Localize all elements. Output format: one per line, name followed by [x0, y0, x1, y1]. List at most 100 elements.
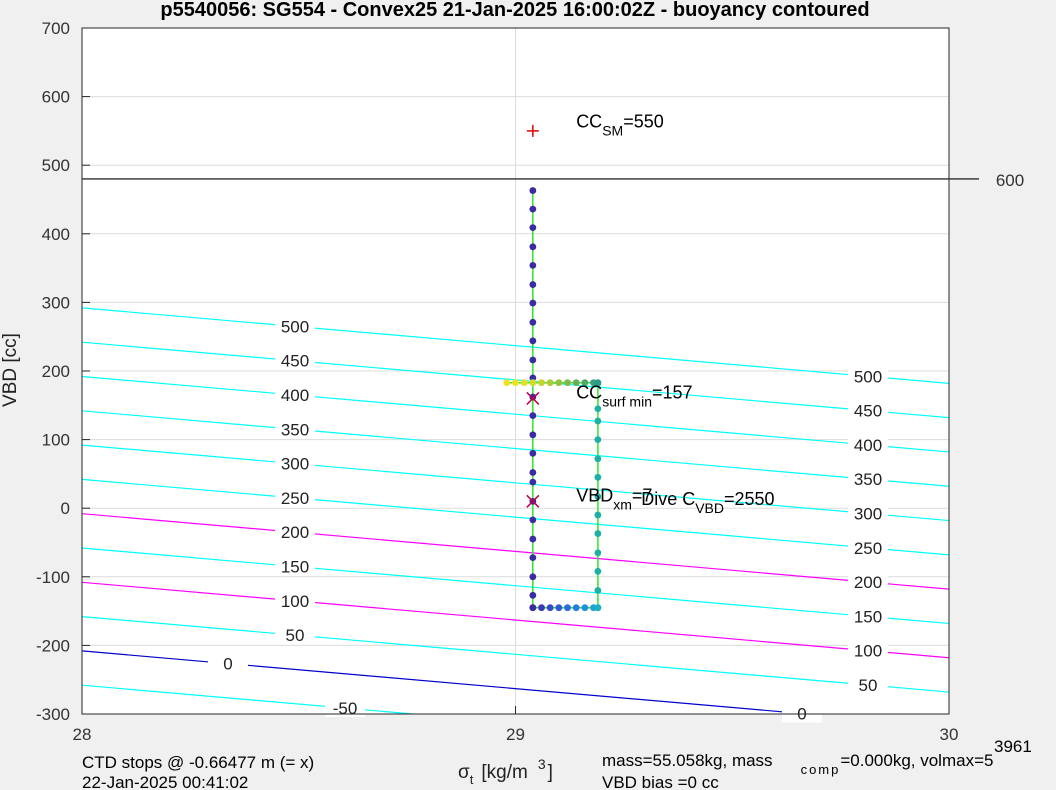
contour-label-right-bg: [848, 365, 888, 386]
reference-line-label: 600: [996, 171, 1024, 190]
data-point-bottom: [594, 604, 602, 612]
contour-line-200: [82, 513, 949, 590]
contour-label-left: -50: [333, 699, 358, 718]
contour-label-left: 50: [286, 626, 305, 645]
annotation-value: =550: [623, 111, 664, 131]
vbd-bias-text: VBD bias =0 cc: [602, 773, 719, 790]
marker-x: [526, 494, 540, 508]
data-point-surface: [594, 379, 602, 387]
contour-label-right: 300: [854, 504, 882, 523]
contour-label-left: 0: [223, 655, 232, 674]
data-point-climb: [594, 587, 602, 594]
contour-label-left-bg: [275, 589, 315, 610]
data-point-dive: [529, 205, 537, 213]
contour-line-50: [82, 615, 949, 693]
annotation-main: CC: [576, 111, 602, 131]
contour-label-left-bg: [275, 486, 315, 507]
annotation-vbd: VBDxm=7: [576, 485, 652, 512]
contour-label-right-bg: [848, 399, 888, 420]
x-axis-label: σt [kg/m 3]: [458, 756, 553, 787]
contour-label-right-bg: [848, 536, 888, 557]
ctd-date-text: 22-Jan-2025 00:41:02: [82, 773, 248, 790]
contour-label-right: 50: [859, 676, 878, 695]
data-point-dive: [529, 318, 537, 326]
contour-label-right-bg: [848, 605, 888, 626]
ctd-stops-text: CTD stops @ -0.66477 m (= x): [82, 753, 314, 772]
data-point-dive: [529, 261, 537, 269]
annotation-main: CC: [576, 382, 602, 402]
contour-line-250: [82, 478, 949, 556]
annotation-sub: SM: [602, 122, 623, 138]
contour-label-left-bg: [208, 652, 248, 673]
data-point-dive: [529, 224, 537, 232]
contour-label-right: 350: [854, 470, 882, 489]
contour-label-left-bg: [325, 697, 365, 718]
contour-line-150: [82, 547, 949, 625]
contour-label-left-bg: [275, 418, 315, 439]
x-axis-label-unit-sup: 3: [538, 756, 546, 772]
y-tick-label: 300: [42, 293, 70, 312]
data-point-dive: [529, 412, 537, 419]
data-point-bottom: [546, 604, 554, 612]
data-point-surface: [529, 379, 537, 387]
y-tick-label: 0: [61, 499, 70, 518]
data-point-dive: [529, 243, 537, 251]
contour-label-right: 500: [854, 367, 882, 386]
contour-label-right-bg: [848, 571, 888, 592]
contour-label-right: 400: [854, 436, 882, 455]
data-point-dive: [529, 281, 537, 288]
data-point-dive: [529, 393, 537, 401]
contour-line-100: [82, 581, 949, 659]
chart-title: p5540056: SG554 - Convex25 21-Jan-2025 1…: [160, 0, 869, 21]
annotation-cc: CCSM=550: [576, 111, 664, 138]
x-axis-label-symbol: σ: [458, 762, 470, 783]
contour-label-left: 400: [281, 386, 309, 405]
data-point-dive: [529, 469, 537, 476]
contour-line-400: [82, 375, 949, 453]
y-tick-label: 600: [42, 88, 70, 107]
annotation-sub: surf min: [602, 393, 652, 409]
contour-line-350: [82, 410, 949, 487]
contour-label-left-bg: [275, 624, 315, 645]
y-tick-label: 700: [42, 19, 70, 38]
x-axis-label-unit: [kg/m: [481, 762, 527, 783]
contour-label-left-bg: [275, 349, 315, 370]
y-axis-label: VBD [cc]: [0, 333, 21, 407]
contour-label-left: 350: [281, 420, 309, 439]
data-point-climb: [594, 530, 602, 537]
data-markers: [526, 124, 540, 508]
data-point-surface: [564, 379, 571, 387]
contour-label-right: 150: [854, 607, 882, 626]
data-point-bottom: [572, 604, 580, 612]
data-point-surface: [503, 379, 511, 387]
mass-text-main: mass=55.058kg, mass: [602, 751, 773, 770]
contour-label-left: 200: [281, 523, 309, 542]
contour-labels: -500050501001001501502002002502503003003…: [208, 315, 888, 724]
data-point-bottom: [529, 604, 537, 612]
marker-x: [526, 391, 540, 405]
corner-number: 3961: [994, 737, 1032, 756]
contour-label-left-bg: [275, 452, 315, 473]
data-point-surface: [546, 379, 554, 387]
y-tick-label: -200: [36, 636, 70, 655]
data-point-climb: [594, 567, 602, 575]
data-point-dive: [529, 516, 537, 524]
y-tick-label: -100: [36, 568, 70, 587]
annotation-dive-c: Dive CVBD=2550: [641, 489, 774, 516]
data-point-climb: [594, 436, 602, 443]
contour-label-left: 500: [281, 317, 309, 336]
contour-label-left-bg: [275, 521, 315, 542]
contour-label-right-bg: [848, 502, 888, 523]
data-point-dive: [529, 431, 537, 439]
annotation-value: =2550: [724, 489, 775, 509]
x-tick-label: 29: [506, 725, 525, 744]
annotation-main: Dive C: [641, 489, 695, 509]
data-point-climb: [594, 455, 602, 463]
data-point-dive: [529, 374, 537, 382]
data-point-climb: [594, 511, 602, 519]
data-point-dive: [529, 535, 537, 543]
data-point-dive: [529, 356, 537, 364]
y-tick-label: 500: [42, 156, 70, 175]
